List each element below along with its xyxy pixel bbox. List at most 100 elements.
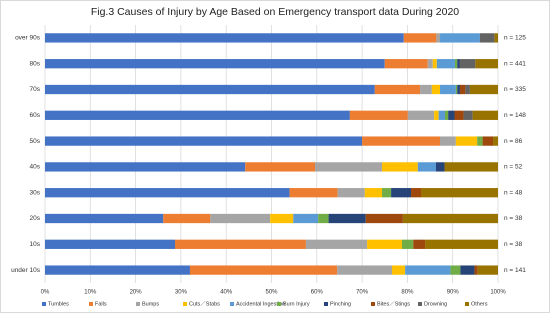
bar-segment	[403, 33, 437, 43]
bar-segment	[455, 84, 458, 95]
bar-segment	[472, 110, 498, 120]
bar-segment	[305, 239, 368, 249]
x-tick-label: 40%	[220, 290, 233, 296]
bar-segment	[474, 265, 478, 275]
y-tick-label: 60s	[30, 112, 41, 119]
bar-segment	[440, 33, 480, 43]
bar-segment	[413, 239, 426, 249]
y-tick-label: 40s	[30, 164, 41, 171]
bar-segment	[444, 162, 498, 172]
legend-label: Cuts／Stabs	[189, 300, 220, 307]
x-tick-label: 70%	[356, 290, 369, 296]
bar-segment	[460, 265, 475, 275]
bar-segment	[407, 110, 435, 120]
bar-segment	[435, 162, 445, 172]
x-tick-label: 60%	[311, 290, 324, 296]
bar-segment	[494, 33, 498, 43]
bar-segment	[438, 110, 445, 120]
legend-swatch	[465, 302, 469, 306]
bar-segment	[391, 265, 406, 275]
bar-segment	[45, 213, 164, 224]
bar-segment	[318, 213, 329, 224]
legend-swatch	[371, 302, 375, 306]
legend-label: Bites／Stings	[377, 300, 410, 307]
bar-segment	[457, 59, 460, 69]
bar-segment	[293, 213, 319, 224]
x-tick-label: 20%	[130, 290, 143, 296]
bar-segment	[477, 136, 483, 146]
bar-segment	[425, 239, 498, 249]
x-tick-label: 80%	[401, 290, 414, 296]
bar-segment	[367, 239, 402, 249]
bar-segment	[210, 213, 271, 224]
bar-segment	[440, 84, 456, 95]
bar-segment	[436, 59, 455, 69]
bar-segment	[434, 110, 439, 120]
bar-segment	[420, 84, 432, 95]
bar-segment	[175, 239, 306, 249]
n-label: n = 125	[504, 35, 526, 42]
legend-swatch	[324, 302, 328, 306]
legend-label: Bumps	[142, 301, 159, 307]
bar-segment	[440, 136, 456, 146]
bar-segment	[405, 265, 451, 275]
bar-segment	[448, 110, 455, 120]
bar-segment	[365, 213, 403, 224]
x-tick-label: 10%	[84, 290, 97, 296]
y-tick-label: 80s	[30, 60, 41, 67]
x-tick-label: 100%	[490, 290, 506, 296]
bar-segment	[454, 110, 464, 120]
legend-label: Pinching	[330, 301, 351, 307]
bar-segment	[482, 136, 494, 146]
bar-segment	[432, 59, 437, 69]
legend-swatch	[277, 302, 281, 306]
legend-swatch	[418, 302, 422, 306]
x-tick-label: 30%	[175, 290, 188, 296]
bar-segment	[382, 162, 418, 172]
x-tick-label: 90%	[447, 290, 460, 296]
legend-swatch	[89, 302, 93, 306]
bar-segment	[337, 265, 392, 275]
bar-segment	[420, 188, 498, 198]
bar-segment	[459, 84, 466, 95]
bar-segment	[384, 59, 428, 69]
bar-segment	[444, 110, 449, 120]
bar-segment	[457, 84, 460, 95]
bar-segment	[337, 188, 365, 198]
bar-segment	[402, 213, 498, 224]
bar-segment	[45, 59, 385, 69]
y-tick-label: 50s	[30, 138, 41, 145]
bar-segment	[463, 110, 473, 120]
n-label: n = 52	[504, 164, 523, 171]
bar-segment	[479, 33, 495, 43]
y-tick-label: over 90s	[15, 35, 41, 42]
bar-segment	[401, 239, 414, 249]
bar-segment	[45, 265, 190, 275]
bar-segment	[454, 59, 458, 69]
y-tick-label: 10s	[30, 241, 41, 248]
n-label: n = 141	[504, 267, 526, 274]
legend-swatch	[136, 302, 140, 306]
n-label: n = 38	[504, 241, 523, 248]
bar-segment	[374, 84, 421, 95]
legend-swatch	[230, 302, 234, 306]
bar-segment	[459, 59, 476, 69]
bar-segment	[417, 162, 436, 172]
bar-segment	[289, 188, 338, 198]
x-tick-label: 50%	[265, 290, 278, 296]
bar-segment	[493, 136, 498, 146]
legend-label: Falls	[95, 301, 107, 307]
n-label: n = 441	[504, 60, 526, 67]
bar-segment	[328, 213, 366, 224]
n-label: n = 335	[504, 86, 526, 93]
bar-segment	[469, 84, 498, 95]
bar-segment	[163, 213, 211, 224]
n-label: n = 86	[504, 138, 523, 145]
bar-segment	[362, 136, 441, 146]
bar-segment	[411, 188, 421, 198]
bar-segment	[475, 59, 498, 69]
bar-segment	[45, 162, 246, 172]
bar-segment	[45, 110, 350, 120]
